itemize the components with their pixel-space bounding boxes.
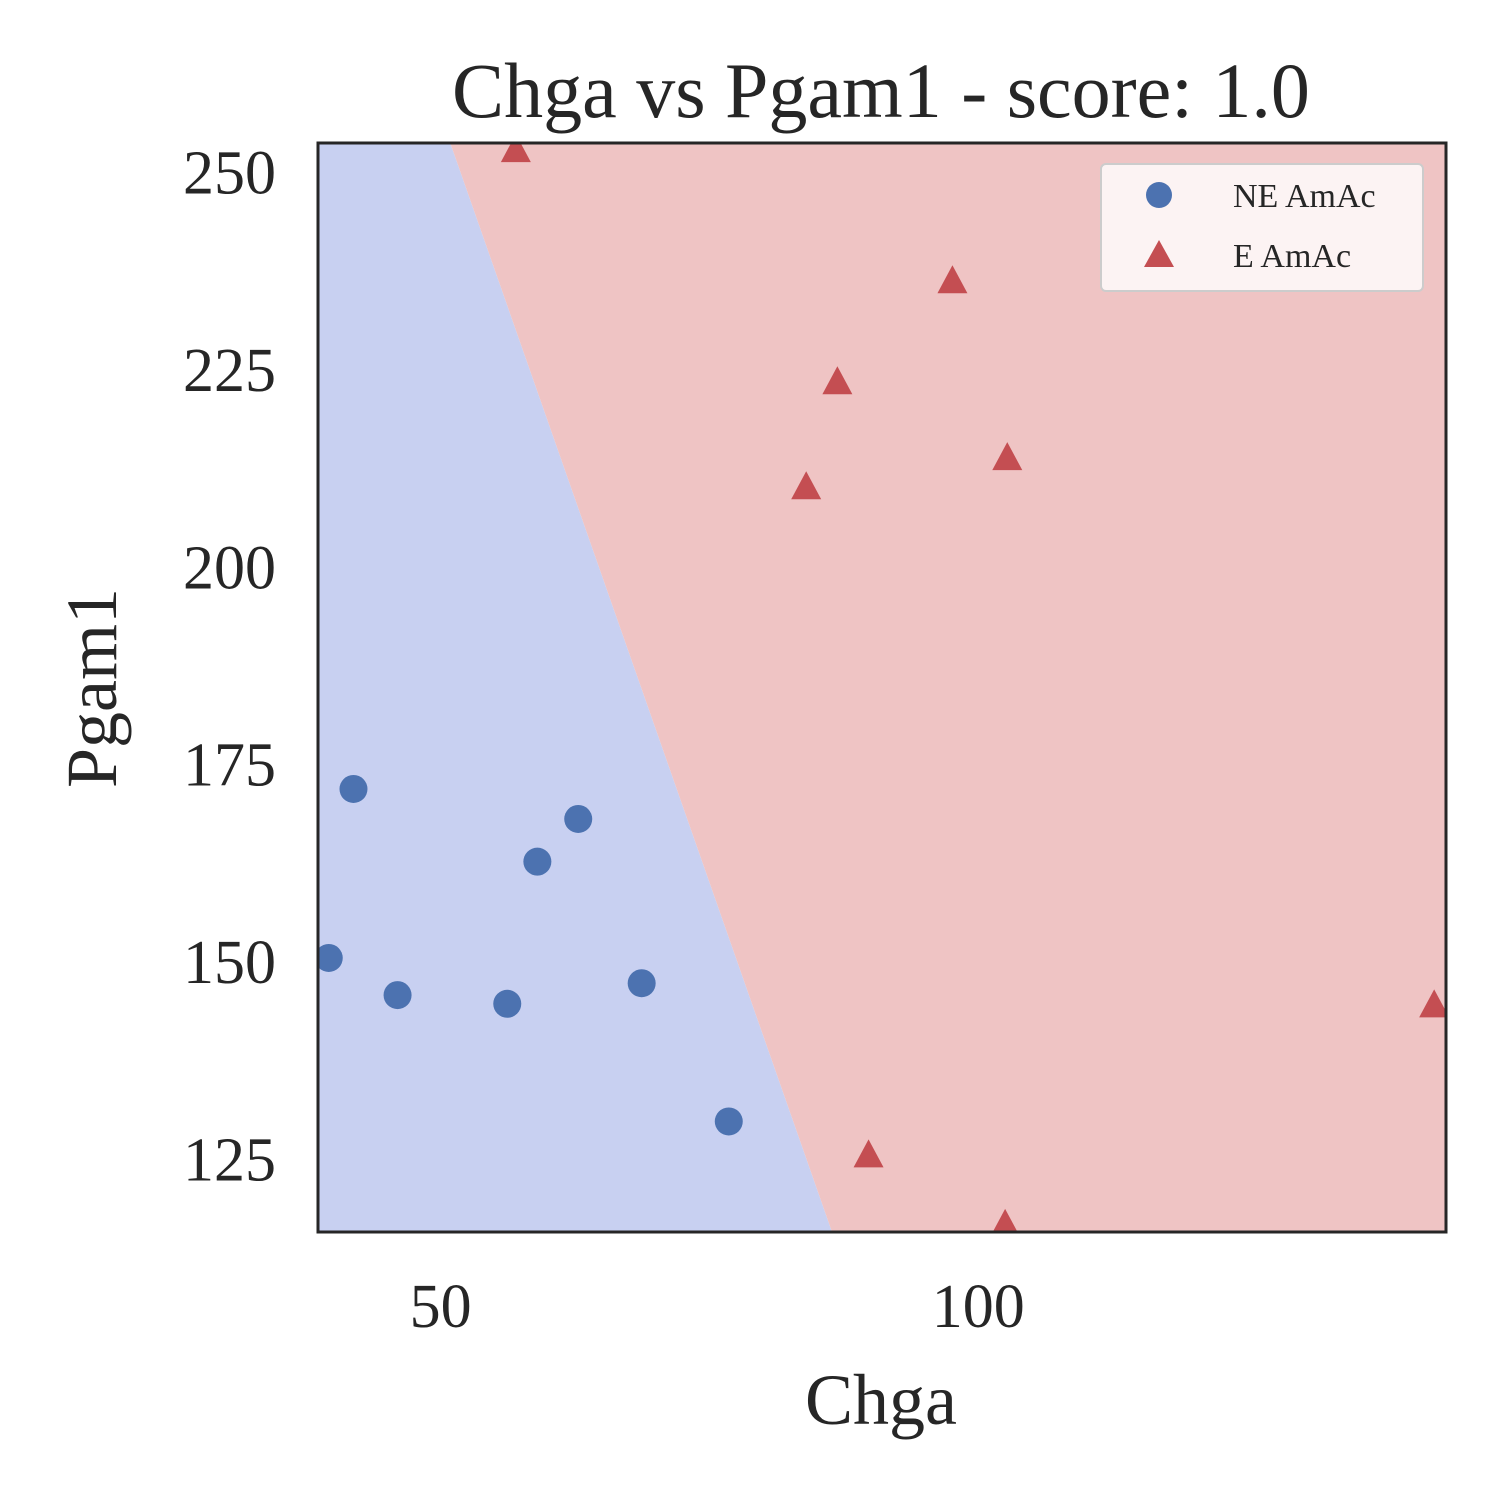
- y-tick-label-225: 225: [183, 337, 276, 405]
- point-ne-amac-1: [318, 943, 343, 972]
- x-tick-label-100: 100: [932, 1273, 1025, 1341]
- point-ne-amac-4: [523, 847, 552, 876]
- legend-label-ne-amac: NE AmAc: [1233, 178, 1376, 215]
- y-axis-ticks: 125 150 175 200 225 250: [183, 139, 276, 1194]
- y-tick-label-250: 250: [183, 139, 276, 207]
- point-ne-amac-7: [714, 1107, 743, 1136]
- point-e-amac-7: [1419, 989, 1446, 1018]
- x-axis-label: Chga: [805, 1360, 957, 1440]
- legend-box: [1100, 163, 1424, 292]
- legend-label-e-amac: E AmAc: [1233, 238, 1351, 275]
- point-e-amac-6: [992, 1208, 1018, 1232]
- point-ne-amac-6: [627, 969, 656, 998]
- y-tick-label-125: 125: [183, 1127, 276, 1195]
- plot-frame: [316, 141, 1448, 1234]
- legend-marker-e-amac: [1144, 240, 1174, 267]
- point-e-amac-0: [500, 143, 531, 163]
- point-e-amac-3: [791, 471, 822, 500]
- region-e-amac: [450, 143, 1446, 1232]
- legend-marker-ne-amac: [1146, 182, 1172, 208]
- point-e-amac-2: [822, 366, 853, 395]
- chart-title: Chga vs Pgam1 - score: 1.0: [452, 47, 1310, 134]
- x-tick-label-50: 50: [410, 1273, 472, 1341]
- point-e-amac-4: [992, 442, 1023, 471]
- y-tick-label-175: 175: [183, 732, 276, 800]
- point-e-amac-5: [853, 1139, 884, 1168]
- point-ne-amac-2: [383, 981, 412, 1010]
- y-tick-label-200: 200: [183, 534, 276, 602]
- y-axis-label: Pgam1: [52, 588, 132, 788]
- y-tick-label-150: 150: [183, 929, 276, 997]
- x-axis-ticks: 50 100: [410, 1273, 1025, 1341]
- point-ne-amac-0: [339, 774, 368, 803]
- scatter-points: [318, 143, 1446, 1232]
- region-ne-amac: [318, 143, 832, 1232]
- point-ne-amac-3: [493, 989, 522, 1018]
- point-ne-amac-5: [564, 804, 593, 833]
- legend: NE AmAc E AmAc: [1100, 163, 1424, 292]
- point-e-amac-1: [937, 265, 968, 294]
